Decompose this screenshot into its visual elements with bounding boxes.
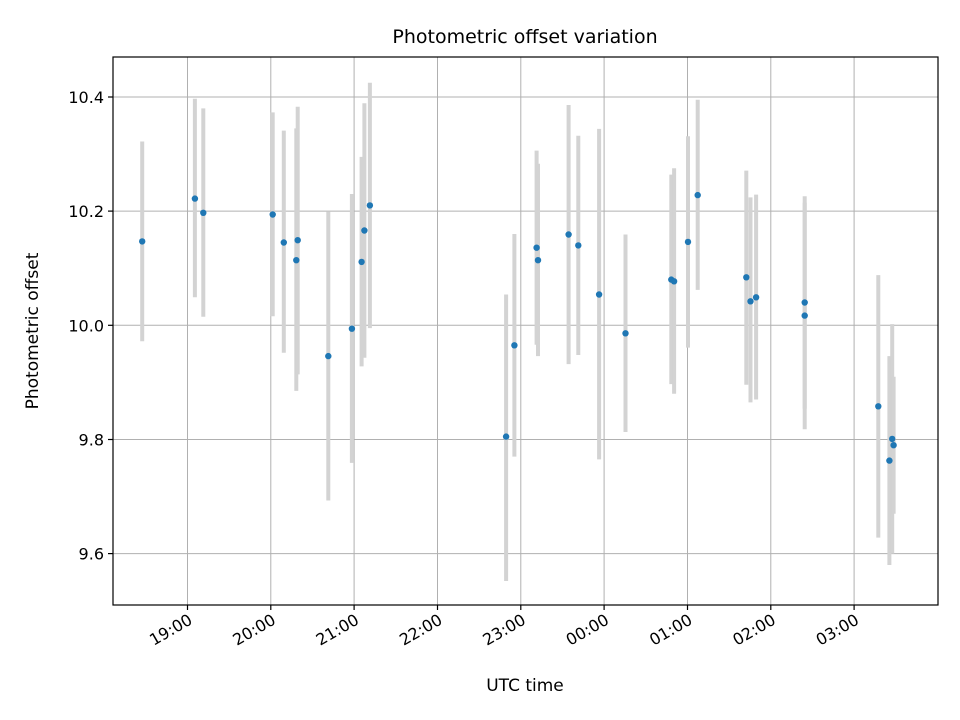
y-tick-label: 9.8 <box>79 431 104 450</box>
data-point <box>358 258 365 266</box>
data-point <box>191 195 199 202</box>
data-point <box>348 325 356 332</box>
data-point <box>575 242 582 249</box>
data-point <box>502 433 510 440</box>
data-point <box>890 442 897 449</box>
data-point <box>743 274 750 281</box>
data-point <box>565 231 572 238</box>
data-point <box>534 257 542 264</box>
data-point <box>533 244 540 251</box>
y-axis: 9.6 9.8 10.0 10.2 10.4 <box>68 88 113 564</box>
data-point <box>801 299 808 306</box>
data-point <box>801 312 808 319</box>
data-point <box>139 238 146 245</box>
data-point <box>200 209 207 216</box>
data-point <box>889 435 896 443</box>
y-axis-label: Photometric offset <box>23 252 43 409</box>
data-point <box>747 298 754 305</box>
data-point <box>694 191 701 199</box>
y-tick-label: 9.6 <box>79 545 104 564</box>
data-point <box>622 330 629 337</box>
marker-layer <box>139 191 897 464</box>
data-point <box>684 238 692 246</box>
plot-frame <box>112 56 939 606</box>
data-point <box>752 294 760 301</box>
data-point <box>595 291 603 298</box>
data-point <box>293 257 300 264</box>
data-point <box>269 211 276 218</box>
data-point <box>361 227 368 234</box>
data-point <box>294 237 301 244</box>
data-point <box>325 352 332 360</box>
data-point <box>280 239 287 246</box>
data-point <box>886 457 893 464</box>
x-axis-label: UTC time <box>486 676 564 696</box>
data-point <box>875 403 882 410</box>
data-point <box>670 278 678 285</box>
y-tick-label: 10.4 <box>68 88 104 107</box>
y-tick-label: 10.0 <box>68 316 104 335</box>
data-point <box>511 342 518 349</box>
y-tick-label: 10.2 <box>68 202 104 221</box>
chart-title: Photometric offset variation <box>392 26 657 48</box>
data-point <box>366 202 374 209</box>
